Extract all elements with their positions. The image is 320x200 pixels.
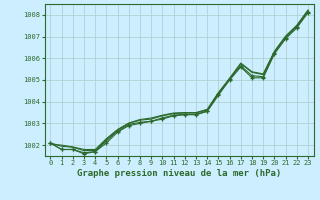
X-axis label: Graphe pression niveau de la mer (hPa): Graphe pression niveau de la mer (hPa) [77,169,281,178]
